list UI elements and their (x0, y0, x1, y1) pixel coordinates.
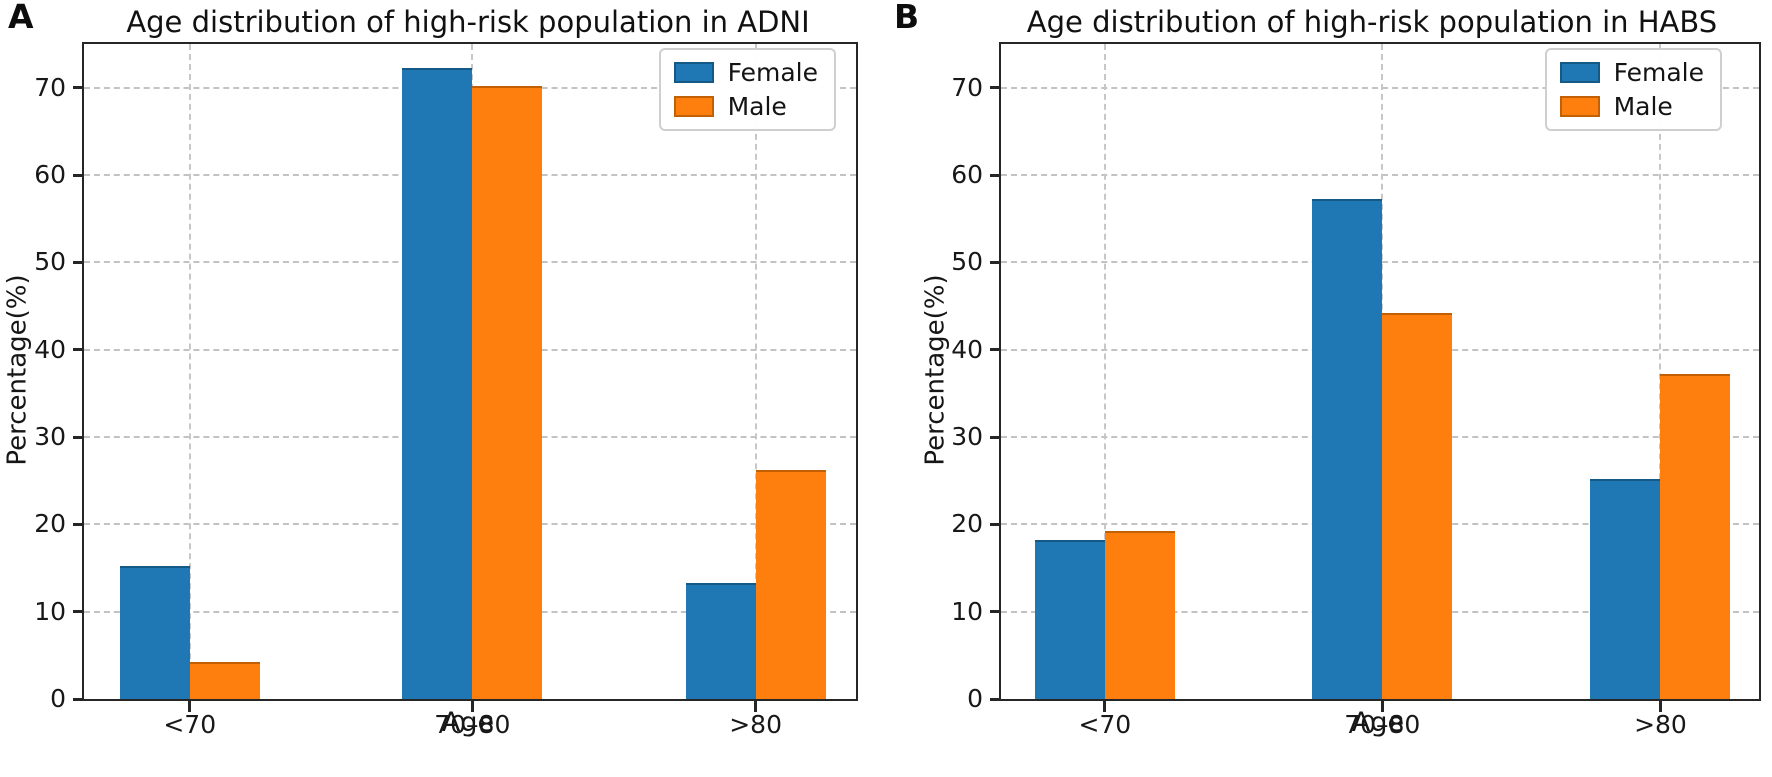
bar-female-0 (1034, 539, 1105, 699)
x-tick-label: <70 (1078, 710, 1132, 739)
bar-male-0 (1104, 531, 1175, 699)
gridline-vertical (1103, 44, 1106, 699)
gridline-vertical (188, 44, 191, 699)
legend: Female Male (658, 48, 836, 131)
y-tick-mark (73, 522, 82, 526)
legend-item-male: Male (1559, 92, 1704, 121)
y-tick-label: 20 (34, 509, 66, 539)
y-tick-label: 70 (951, 72, 983, 102)
x-tick-label: 70–80 (1344, 710, 1421, 739)
panel-habs: B Age distribution of high-risk populati… (886, 0, 1772, 777)
legend-swatch-male (1559, 96, 1600, 117)
bar-female-2 (1590, 478, 1661, 699)
y-tick-label: 40 (951, 334, 983, 364)
y-tick-mark (73, 610, 82, 614)
chart-title-adni: Age distribution of high-risk population… (126, 5, 810, 39)
bar-female-1 (402, 68, 473, 699)
y-tick-mark (990, 610, 999, 614)
bar-female-1 (1312, 199, 1383, 699)
x-tick-label: >80 (729, 710, 782, 739)
panel-letter-a: A (8, 0, 34, 36)
bar-male-2 (1660, 373, 1731, 699)
legend-swatch-female (673, 62, 714, 83)
y-tick-label: 10 (951, 596, 983, 626)
y-tick-mark (73, 348, 82, 352)
y-tick-label: 70 (34, 72, 66, 102)
y-tick-label: 50 (34, 247, 66, 277)
legend-label-female: Female (727, 58, 818, 87)
legend-swatch-male (673, 96, 714, 117)
bar-male-1 (472, 85, 543, 699)
panel-adni: A Age distribution of high-risk populati… (3, 0, 858, 739)
x-tick-mark (188, 701, 192, 712)
y-tick-label: 10 (34, 596, 66, 626)
y-tick-mark (990, 260, 999, 264)
x-tick-label: >80 (1634, 710, 1687, 739)
x-tick-label: 70–80 (434, 710, 511, 739)
legend-label-female: Female (1613, 58, 1704, 87)
y-tick-mark (990, 86, 999, 90)
y-tick-label: 30 (951, 422, 983, 451)
x-tick-label: <70 (163, 710, 217, 739)
y-tick-label: 20 (951, 509, 983, 539)
bar-male-1 (1382, 312, 1453, 699)
y-tick-mark (990, 697, 999, 701)
y-tick-label: 0 (967, 684, 983, 713)
y-tick-mark (990, 348, 999, 352)
y-tick-label: 40 (34, 334, 66, 364)
plot-area-habs: 0 10 20 30 40 50 60 70 <70 70–80 >80 (951, 42, 1761, 739)
panel-letter-b: B (894, 0, 920, 36)
bar-female-2 (685, 583, 756, 699)
y-tick-mark (990, 173, 999, 177)
y-tick-label: 60 (951, 160, 983, 189)
legend-label-male: Male (1613, 92, 1673, 121)
gridline-vertical (1659, 44, 1662, 699)
legend-label-male: Male (727, 92, 787, 121)
y-tick-label: 60 (34, 160, 66, 189)
bar-male-2 (755, 469, 826, 699)
y-tick-mark (73, 260, 82, 264)
y-tick-label: 30 (34, 422, 66, 451)
y-tick-mark (73, 173, 82, 177)
plot-area-adni: 0 10 20 30 40 50 60 70 <70 70–80 >80 (34, 42, 858, 739)
legend-item-male: Male (673, 92, 818, 121)
y-tick-mark (73, 435, 82, 439)
y-tick-mark (73, 86, 82, 90)
x-tick-mark (1103, 701, 1107, 712)
gridline-vertical (754, 44, 757, 699)
x-tick-mark (754, 701, 758, 712)
gridline-horizontal (1001, 86, 1759, 89)
legend: Female Male (1544, 48, 1722, 131)
bar-male-0 (189, 662, 260, 699)
chart-title-habs: Age distribution of high-risk population… (1026, 5, 1718, 39)
legend-item-female: Female (673, 58, 818, 87)
bar-female-0 (119, 566, 190, 699)
legend-item-female: Female (1559, 58, 1704, 87)
y-tick-label: 50 (951, 247, 983, 277)
x-tick-mark (1380, 701, 1384, 712)
y-tick-mark (73, 697, 82, 701)
x-axis-label: Age (441, 707, 495, 738)
y-tick-label: 0 (50, 684, 66, 713)
y-tick-mark (990, 522, 999, 526)
x-tick-mark (1658, 701, 1662, 712)
y-tick-mark (990, 435, 999, 439)
legend-swatch-female (1559, 62, 1600, 83)
x-tick-mark (470, 701, 474, 712)
x-axis-label: Age (1351, 707, 1405, 738)
gridline-horizontal (1001, 174, 1759, 176)
